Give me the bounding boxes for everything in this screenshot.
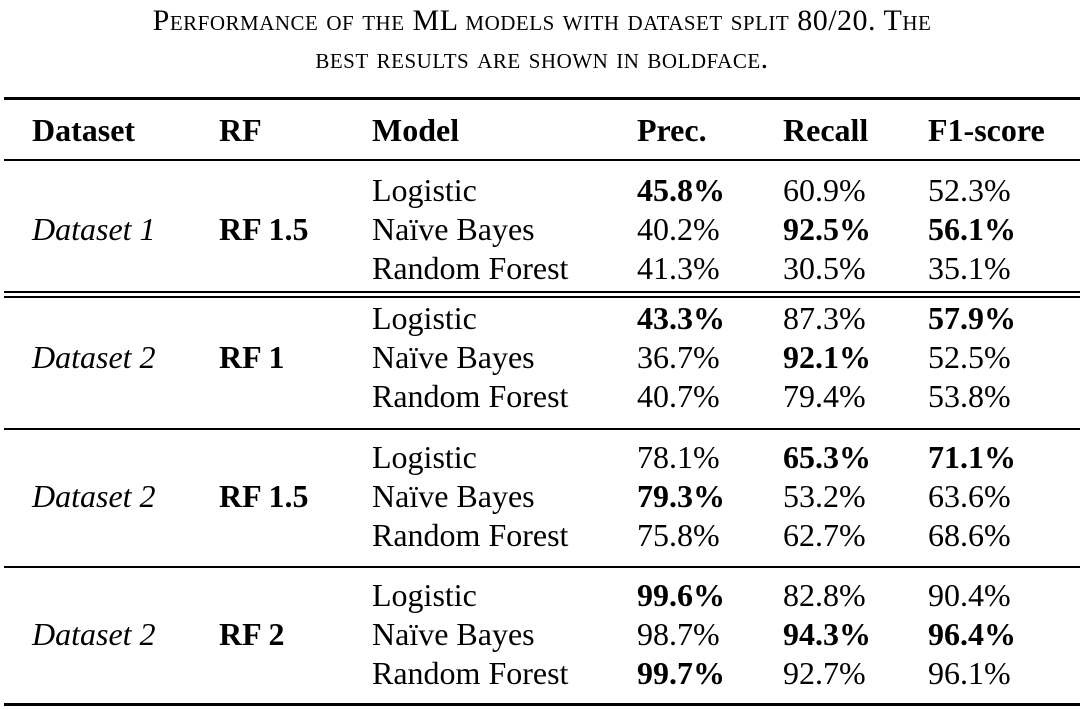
header-dataset: Dataset — [32, 112, 136, 148]
recall-cell: 60.9% — [783, 172, 866, 208]
f1-cell: 52.5% — [928, 339, 1011, 375]
model-cell: Naïve Bayes — [372, 211, 535, 247]
dataset-cell: Dataset 2 — [32, 478, 156, 514]
f1-cell: 57.9% — [928, 300, 1016, 336]
f1-cell: 53.8% — [928, 378, 1011, 414]
recall-cell: 65.3% — [783, 439, 871, 475]
prec-cell: 36.7% — [637, 339, 720, 375]
model-cell: Random Forest — [372, 378, 569, 414]
f1-cell: 56.1% — [928, 211, 1016, 247]
model-cell: Logistic — [372, 300, 477, 336]
prec-cell: 99.7% — [637, 655, 725, 691]
group-divider-2 — [4, 428, 1080, 430]
group-divider-1b — [4, 296, 1080, 298]
prec-cell: 75.8% — [637, 517, 720, 553]
header-model: Model — [372, 112, 460, 148]
recall-cell: 87.3% — [783, 300, 866, 336]
prec-cell: 41.3% — [637, 250, 720, 286]
header-f1-score: F1-score — [928, 112, 1045, 148]
prec-cell: 45.8% — [637, 172, 725, 208]
recall-cell: 92.1% — [783, 339, 871, 375]
prec-cell: 40.7% — [637, 378, 720, 414]
recall-cell: 94.3% — [783, 616, 871, 652]
f1-cell: 96.4% — [928, 616, 1016, 652]
rf-cell: RF 1 — [219, 339, 285, 375]
recall-cell: 79.4% — [783, 378, 866, 414]
recall-cell: 30.5% — [783, 250, 866, 286]
model-cell: Logistic — [372, 172, 477, 208]
prec-cell: 40.2% — [637, 211, 720, 247]
dataset-cell: Dataset 2 — [32, 616, 156, 652]
model-cell: Logistic — [372, 439, 477, 475]
prec-cell: 78.1% — [637, 439, 720, 475]
prec-cell: 99.6% — [637, 577, 725, 613]
caption-line-2: best results are shown in boldface. — [315, 42, 769, 75]
header-prec: Prec. — [637, 112, 707, 148]
prec-cell: 43.3% — [637, 300, 725, 336]
recall-cell: 92.7% — [783, 655, 866, 691]
f1-cell: 68.6% — [928, 517, 1011, 553]
f1-cell: 96.1% — [928, 655, 1011, 691]
model-cell: Naïve Bayes — [372, 339, 535, 375]
header-rule — [4, 159, 1080, 161]
dataset-cell: Dataset 1 — [32, 211, 156, 247]
f1-cell: 52.3% — [928, 172, 1011, 208]
f1-cell: 90.4% — [928, 577, 1011, 613]
f1-cell: 35.1% — [928, 250, 1011, 286]
f1-cell: 63.6% — [928, 478, 1011, 514]
model-cell: Naïve Bayes — [372, 478, 535, 514]
prec-cell: 98.7% — [637, 616, 720, 652]
model-cell: Random Forest — [372, 655, 569, 691]
recall-cell: 92.5% — [783, 211, 871, 247]
rf-cell: RF 1.5 — [219, 211, 309, 247]
model-cell: Random Forest — [372, 250, 569, 286]
table-caption: Performance of the ML models with datase… — [0, 2, 1084, 78]
group-divider-3 — [4, 566, 1080, 568]
header-recall: Recall — [783, 112, 869, 148]
model-cell: Random Forest — [372, 517, 569, 553]
model-cell: Logistic — [372, 577, 477, 613]
group-divider-1a — [4, 291, 1080, 293]
prec-cell: 79.3% — [637, 478, 725, 514]
recall-cell: 82.8% — [783, 577, 866, 613]
header-rf: RF — [219, 112, 262, 148]
rf-cell: RF 1.5 — [219, 478, 309, 514]
recall-cell: 53.2% — [783, 478, 866, 514]
rf-cell: RF 2 — [219, 616, 285, 652]
top-rule — [4, 97, 1080, 100]
f1-cell: 71.1% — [928, 439, 1016, 475]
recall-cell: 62.7% — [783, 517, 866, 553]
caption-line-1: Performance of the ML models with datase… — [152, 4, 932, 37]
dataset-cell: Dataset 2 — [32, 339, 156, 375]
model-cell: Naïve Bayes — [372, 616, 535, 652]
bottom-rule — [4, 703, 1080, 706]
